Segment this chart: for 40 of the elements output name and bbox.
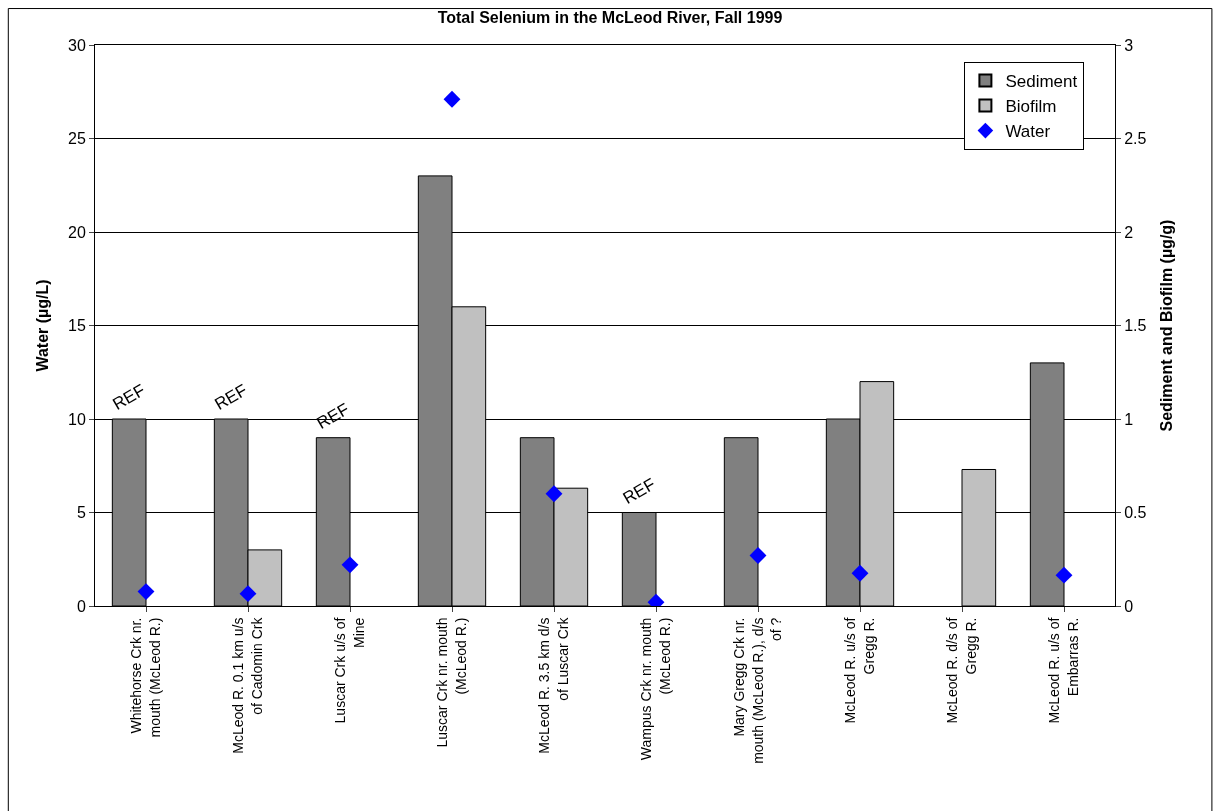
y2-tick-label: 3 (1124, 36, 1134, 54)
point (341, 556, 359, 574)
annotation: REF (211, 380, 251, 415)
y2-tick-label: 1 (1124, 410, 1134, 428)
y2-tick-label: 2.5 (1124, 130, 1147, 148)
point (749, 547, 767, 564)
y2-tick-label: 0 (1124, 597, 1134, 615)
y2-tick-label: 2 (1124, 223, 1134, 241)
x-tick-label: McLeod R. u/s of Gregg R. (842, 617, 877, 724)
point (137, 583, 155, 601)
y-tick-label: 10 (68, 410, 86, 428)
y-tick-label: 0 (76, 597, 86, 615)
annotation: REF (619, 474, 659, 508)
legend-label: Sediment (1005, 72, 1078, 92)
legend-label: Water (1005, 122, 1051, 142)
point (851, 564, 869, 582)
x-tick-label: Luscar Crk nr. mouth (McLeod R.) (434, 617, 469, 748)
y2-axis-title: Sediment and Biofilm (µg/g) (1158, 219, 1176, 432)
y-tick-label: 5 (76, 504, 86, 522)
legend-label: Biofilm (1005, 97, 1057, 117)
x-tick-label: Wampus Crk nr. mouth (McLeod R.) (638, 617, 673, 761)
y-tick-label: 15 (68, 317, 86, 335)
x-tick-label: Mary Gregg Crk nr. mouth (McLeod R.), d/s of ? (731, 617, 784, 764)
annotation: REF (109, 380, 149, 415)
point (443, 90, 461, 108)
x-tick-label: McLeod R. d/s of Gregg R. (944, 617, 979, 724)
x-tick-label: Whitehorse Crk nr. mouth (McLeod R.) (128, 617, 163, 738)
point (239, 585, 257, 603)
y-tick-label: 20 (68, 223, 86, 241)
y-tick-label: 30 (68, 36, 86, 54)
x-tick-label: McLeod R. 3.5 km d/s of Luscar Crk (536, 616, 571, 754)
y2-tick-label: 0.5 (1124, 504, 1147, 522)
point (1055, 566, 1073, 584)
y-tick-label: 25 (68, 130, 86, 148)
y-axis-title: Water (µg/L) (33, 279, 51, 372)
y2-tick-label: 1.5 (1124, 317, 1147, 335)
chart-title: Total Selenium in the McLeod River, Fall 1999 (437, 9, 783, 27)
x-tick-label: McLeod R. u/s of Embarras R. (1046, 617, 1081, 724)
point (545, 485, 563, 503)
x-tick-label: Luscar Crk u/s of Mine (332, 617, 367, 724)
